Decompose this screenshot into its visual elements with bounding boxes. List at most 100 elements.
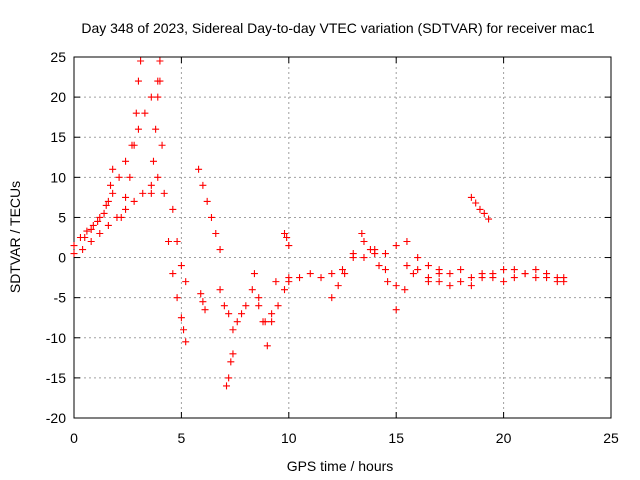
data-point <box>152 125 160 133</box>
data-point <box>401 286 409 294</box>
data-point <box>306 270 314 278</box>
data-point <box>255 294 263 302</box>
data-point <box>201 306 209 314</box>
data-point <box>414 266 422 274</box>
data-point <box>255 302 263 310</box>
data-point <box>403 238 411 246</box>
data-point <box>132 109 140 117</box>
data-points <box>70 57 568 390</box>
y-tick-label: 20 <box>50 89 66 105</box>
data-point <box>158 141 166 149</box>
data-point <box>281 286 289 294</box>
data-point <box>476 205 484 213</box>
data-point <box>173 238 181 246</box>
series-track-r <box>424 270 568 290</box>
data-point <box>532 266 540 274</box>
series-track-f <box>169 205 190 286</box>
y-tick-label: 25 <box>50 49 66 65</box>
data-point <box>165 238 173 246</box>
data-point <box>360 254 368 262</box>
data-point <box>147 93 155 101</box>
data-point <box>100 209 108 217</box>
data-point <box>104 197 112 205</box>
series-track-d <box>117 57 145 221</box>
y-tick-label: 15 <box>50 129 66 145</box>
data-point <box>169 205 177 213</box>
data-point <box>259 318 267 326</box>
data-point <box>242 302 250 310</box>
data-point <box>446 270 454 278</box>
data-point <box>414 254 422 262</box>
data-point <box>81 234 89 241</box>
data-point <box>248 286 256 294</box>
data-point <box>122 193 130 201</box>
data-point <box>358 229 366 237</box>
data-point <box>197 290 205 298</box>
data-point <box>104 221 112 229</box>
data-point <box>173 294 181 302</box>
data-point <box>160 189 168 197</box>
data-point <box>328 270 336 278</box>
data-point <box>89 221 97 229</box>
data-point <box>489 274 497 282</box>
y-tick-label: 10 <box>50 169 66 185</box>
series-track-b <box>70 173 162 258</box>
y-tick-label: 0 <box>58 250 66 266</box>
series-track-j <box>216 274 293 334</box>
data-point <box>225 310 233 318</box>
data-point <box>126 173 134 181</box>
data-point <box>392 306 400 314</box>
series-track-e <box>147 77 181 302</box>
data-point <box>543 274 551 282</box>
data-point <box>139 189 147 197</box>
series-track-o <box>328 229 417 314</box>
data-point <box>229 326 237 334</box>
data-point <box>375 262 383 270</box>
data-point <box>137 57 145 65</box>
data-point <box>109 165 117 173</box>
data-point <box>220 302 228 310</box>
data-point <box>272 278 280 286</box>
data-point <box>403 262 411 270</box>
data-point <box>510 274 518 282</box>
data-point <box>381 266 389 274</box>
data-point <box>472 199 480 207</box>
data-point <box>169 270 177 278</box>
data-point <box>478 274 486 282</box>
data-point <box>182 338 190 346</box>
data-point <box>134 125 142 133</box>
y-tick-labels: -20 -15 -10 -5 0 5 10 15 20 25 <box>46 49 66 426</box>
series-track-i <box>197 290 209 314</box>
x-tick-label: 10 <box>281 430 297 446</box>
data-point <box>115 173 123 181</box>
data-point <box>154 93 162 101</box>
x-tick-labels: 0 5 10 15 20 25 <box>70 430 619 446</box>
data-point <box>457 278 465 286</box>
series-track-s <box>467 193 493 223</box>
data-point <box>177 262 185 270</box>
data-point <box>141 109 149 117</box>
data-point <box>199 181 207 189</box>
data-point <box>521 270 529 278</box>
data-point <box>392 242 400 250</box>
data-point <box>212 229 220 237</box>
y-tick-label: -5 <box>54 290 67 306</box>
y-tick-label: -20 <box>46 410 66 426</box>
data-point <box>457 266 465 274</box>
data-point <box>250 270 258 278</box>
data-point <box>79 246 87 254</box>
data-point <box>147 189 155 197</box>
data-point <box>296 274 304 282</box>
series-track-n <box>285 238 400 290</box>
data-point <box>360 238 368 246</box>
data-point <box>285 278 293 286</box>
data-point <box>446 282 454 290</box>
x-tick-label: 0 <box>70 430 78 446</box>
data-point <box>134 77 142 85</box>
data-point <box>96 213 104 221</box>
data-point <box>480 209 488 217</box>
data-point <box>223 382 231 390</box>
y-axis-label: SDTVAR / TECUs <box>7 181 23 293</box>
data-point <box>149 157 157 165</box>
